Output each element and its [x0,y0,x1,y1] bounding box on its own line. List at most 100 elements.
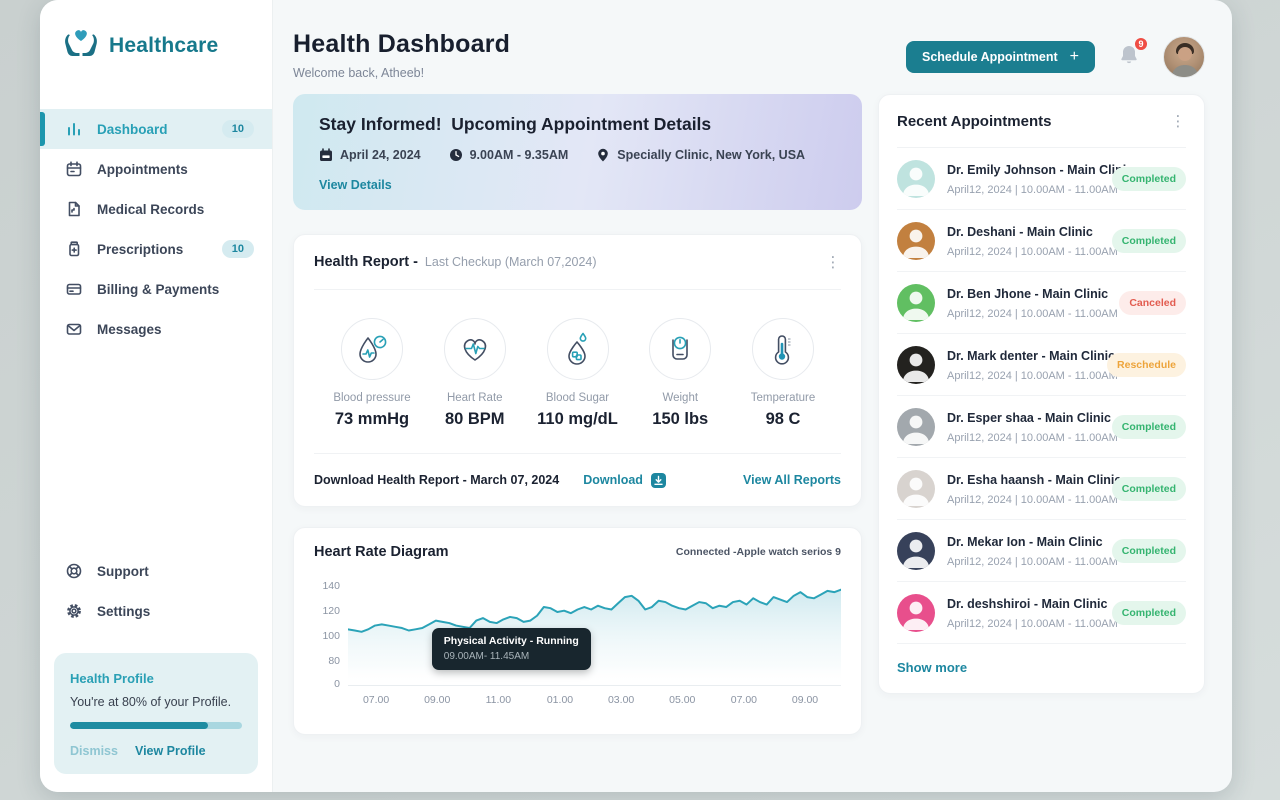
appointment-row[interactable]: Dr. Esha haansh - Main Clinic April12, 20… [897,458,1186,520]
credit-card-icon [64,279,84,299]
chart-plot-area[interactable]: Physical Activity - Running 09.00AM- 11.… [348,576,841,686]
dismiss-link[interactable]: Dismiss [70,744,118,758]
schedule-appointment-button[interactable]: Schedule Appointment + [906,41,1095,73]
sidebar-item-support[interactable]: Support [40,551,272,591]
metric-blood-sugar: Blood Sugar 110 mg/dL [530,318,626,429]
sidebar-item-medical-records[interactable]: Medical Records [40,189,272,229]
appointment-datetime: April12, 2024 | 10.00AM - 11.00AM [947,246,1118,258]
sidebar-item-label: Dashboard [97,121,168,137]
status-badge: Completed [1111,538,1186,563]
sidebar-item-messages[interactable]: Messages [40,309,272,349]
appointment-row[interactable]: Dr. Ben Jhone - Main Clinic April12, 2024… [897,272,1186,334]
location-pin-icon [598,148,609,162]
view-details-link[interactable]: View Details [319,178,392,192]
metric-value: 73 mmHg [334,410,410,428]
appointment-row[interactable]: Dr. Mark denter - Main Clinic April12, 20… [897,334,1186,396]
doctor-name: Dr. Ben Jhone - Main Clinic [947,287,1109,301]
health-report-subtitle: Last Checkup (March 07,2024) [424,255,597,269]
metric-blood-pressure: Blood pressure 73 mmHg [324,318,420,429]
sidebar-item-dashboard[interactable]: Dashboard 10 [40,109,272,149]
appointment-banner: Stay Informed! Upcoming Appointment Deta… [293,94,862,210]
appointment-row[interactable]: Dr. Emily Johnson - Main Clinic April12, … [897,148,1186,210]
sidebar-item-billing[interactable]: Billing & Payments [40,269,272,309]
banner-time-text: 9.00AM - 9.35AM [469,148,569,162]
heart-rate-icon [443,318,506,380]
view-all-reports-link[interactable]: View All Reports [743,473,841,487]
prescriptions-count-badge: 10 [221,240,254,258]
doctor-name: Dr. Mark denter - Main Clinic [947,349,1116,363]
chart-x-axis: 07.00 09.00 11.00 01.00 03.00 05.00 07.0… [348,686,841,712]
kebab-menu-icon[interactable]: ⋮ [1170,112,1186,130]
metric-value: 110 mg/dL [537,410,618,428]
lifebuoy-icon [64,561,84,581]
notifications-button[interactable]: 9 [1117,35,1149,72]
sidebar-footer: Support Settings Health Profile You're a [40,551,272,792]
schedule-appointment-label: Schedule Appointment [922,50,1058,64]
sidebar-item-prescriptions[interactable]: Prescriptions 10 [40,229,272,269]
doctor-name: Dr. Emily Johnson - Main Clinic [947,163,1134,177]
doctor-avatar [897,345,935,384]
x-tick: 09.00 [791,694,819,706]
download-label: Download [583,473,643,487]
tooltip-time: 09.00AM- 11.45AM [443,651,530,662]
doctor-name: Dr. Deshani - Main Clinic [947,225,1093,239]
appointment-row[interactable]: Dr. Deshani - Main Clinic April12, 2024 |… [897,210,1186,272]
x-tick: 01.00 [546,694,574,706]
sidebar-item-label: Billing & Payments [97,281,220,297]
banner-title: Stay Informed! Upcoming Appointment Deta… [319,114,712,134]
status-badge: Completed [1111,476,1186,501]
doctor-avatar [897,593,935,632]
health-report-title: Health Report - [314,254,418,270]
sidebar-item-label: Appointments [97,161,188,177]
show-more-link[interactable]: Show more [897,660,968,675]
y-tick: 100 [322,630,340,642]
thermometer-icon [752,318,814,380]
chart-tooltip: Physical Activity - Running 09.00AM- 11.… [431,628,591,670]
y-tick: 140 [322,580,340,592]
chart-y-axis: 140 120 100 80 0 [314,576,348,690]
metric-weight: Weight 150 lbs [632,318,728,429]
page-title: Health Dashboard [293,30,511,58]
health-profile-card: Health Profile You're at 80% of your Pro… [54,653,258,774]
download-link[interactable]: Download [583,472,667,489]
divider [314,289,841,290]
banner-location: Specially Clinic, New York, USA [596,148,805,162]
download-report-text: Download Health Report - March 07, 2024 [314,473,560,487]
bell-icon [1121,45,1137,63]
kebab-menu-icon[interactable]: ⋮ [825,253,841,271]
doctor-name: Dr. Esper shaa - Main Clinic [947,411,1111,425]
view-profile-link[interactable]: View Profile [134,744,206,758]
doctor-avatar [897,407,935,446]
appointment-row[interactable]: Dr. Esper shaa - Main Clinic April12, 202… [897,396,1186,458]
sidebar-item-settings[interactable]: Settings [40,591,272,631]
heart-rate-chart: 140 120 100 80 0 [314,576,841,690]
blood-sugar-icon [546,318,609,380]
metric-temperature: Temperature 98 C [735,318,831,429]
metric-label: Blood Sugar [545,392,610,404]
doctor-name: Dr. Esha haansh - Main Clinic [947,473,1122,487]
status-badge: Completed [1111,600,1186,625]
banner-date: April 24, 2024 [319,148,421,162]
sidebar-item-label: Messages [97,321,162,337]
user-avatar[interactable] [1163,36,1205,78]
watch-connection-status: Connected -Apple watch serios 9 [675,546,841,558]
heart-rate-card: Heart Rate Diagram Connected -Apple watc… [293,527,862,735]
sidebar-item-label: Prescriptions [97,241,184,257]
heart-rate-title: Heart Rate Diagram [314,544,449,560]
appointment-datetime: April12, 2024 | 10.00AM - 11.00AM [947,432,1118,444]
health-metrics: Blood pressure 73 mmHg H [314,290,841,453]
divider [314,453,841,454]
health-report-card: Health Report - Last Checkup (March 07,2… [293,234,862,507]
x-tick: 11.00 [485,694,512,706]
bar-chart-icon [64,119,84,139]
welcome-text: Welcome back, Atheeb! [293,66,425,80]
metric-label: Temperature [750,392,816,404]
appointment-row[interactable]: Dr. deshshiroi - Main Clinic April12, 202… [897,582,1186,644]
y-tick: 0 [334,678,340,690]
app-window: Healthcare Dashboard 10 [40,0,1232,792]
appointment-datetime: April12, 2024 | 10.00AM - 11.00AM [947,618,1118,630]
tooltip-activity: Physical Activity - Running [443,635,579,647]
sidebar-item-appointments[interactable]: Appointments [40,149,272,189]
appointment-row[interactable]: Dr. Mekar Ion - Main Clinic April12, 2024… [897,520,1186,582]
